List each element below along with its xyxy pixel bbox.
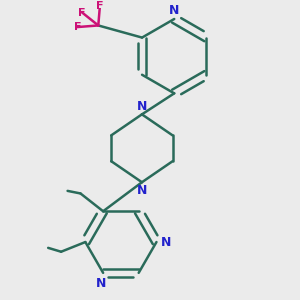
Text: F: F (78, 8, 86, 17)
Text: N: N (96, 277, 107, 290)
Text: N: N (137, 184, 147, 197)
Text: N: N (169, 4, 179, 17)
Text: N: N (161, 236, 171, 248)
Text: N: N (137, 100, 147, 113)
Text: F: F (74, 22, 81, 32)
Text: F: F (96, 1, 103, 11)
